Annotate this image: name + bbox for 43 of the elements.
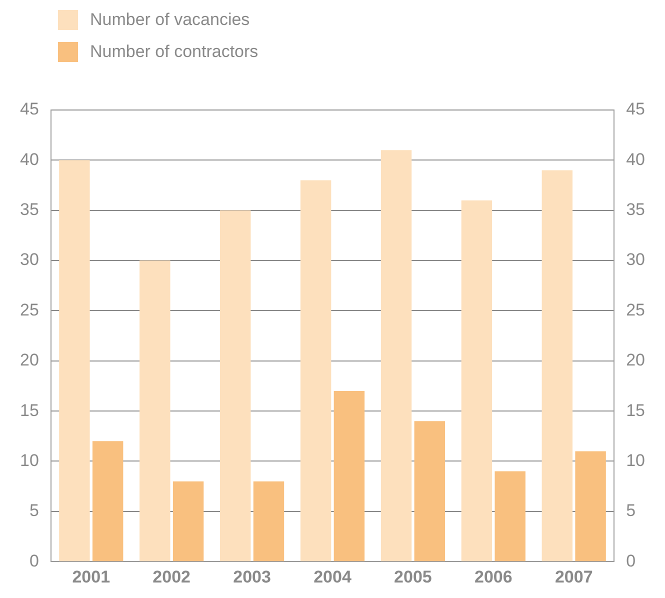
x-tick-label: 2004 (314, 567, 352, 586)
bar (414, 421, 446, 562)
y2-tick-label: 25 (626, 300, 646, 320)
y-tick-label: 35 (20, 200, 39, 220)
bar (494, 471, 526, 562)
bar (172, 481, 204, 562)
bar (300, 180, 332, 562)
x-tick-label: 2005 (394, 567, 432, 586)
x-tick-label: 2007 (554, 567, 593, 586)
bar (92, 441, 124, 562)
y-tick-label: 25 (20, 300, 39, 320)
bar (140, 260, 170, 562)
y2-tick-label: 40 (626, 150, 646, 169)
y-tick-label: 30 (20, 250, 39, 270)
bar (334, 390, 365, 562)
y-tick-label: 5 (29, 501, 39, 520)
y2-tick-label: 5 (626, 501, 636, 520)
x-tick-label: 2003 (233, 567, 271, 586)
x-tick-label: 2006 (474, 567, 512, 586)
y2-tick-label: 0 (626, 551, 636, 570)
y2-tick-label: 10 (626, 450, 646, 470)
bar (575, 451, 606, 562)
y2-tick-label: 15 (626, 400, 646, 420)
bar (542, 170, 573, 562)
y-tick-label: 20 (20, 350, 39, 370)
bar (220, 210, 251, 562)
bar (59, 160, 90, 562)
y-tick-label: 45 (20, 100, 39, 119)
bar (253, 481, 284, 562)
y-tick-label: 15 (20, 400, 39, 420)
y2-tick-label: 45 (626, 100, 646, 119)
bar (380, 150, 412, 562)
legend-label: Number of contractors (90, 42, 258, 62)
bar (461, 200, 492, 562)
y2-tick-label: 35 (626, 200, 646, 220)
y2-tick-label: 30 (626, 250, 646, 270)
y2-tick-label: 20 (626, 350, 646, 370)
x-tick-label: 2002 (152, 567, 191, 586)
legend-label: Number of vacancies (90, 10, 250, 30)
y-tick-label: 40 (20, 150, 39, 169)
y-tick-label: 0 (29, 551, 39, 570)
x-tick-label: 2001 (72, 567, 110, 586)
y-tick-label: 10 (20, 450, 39, 470)
